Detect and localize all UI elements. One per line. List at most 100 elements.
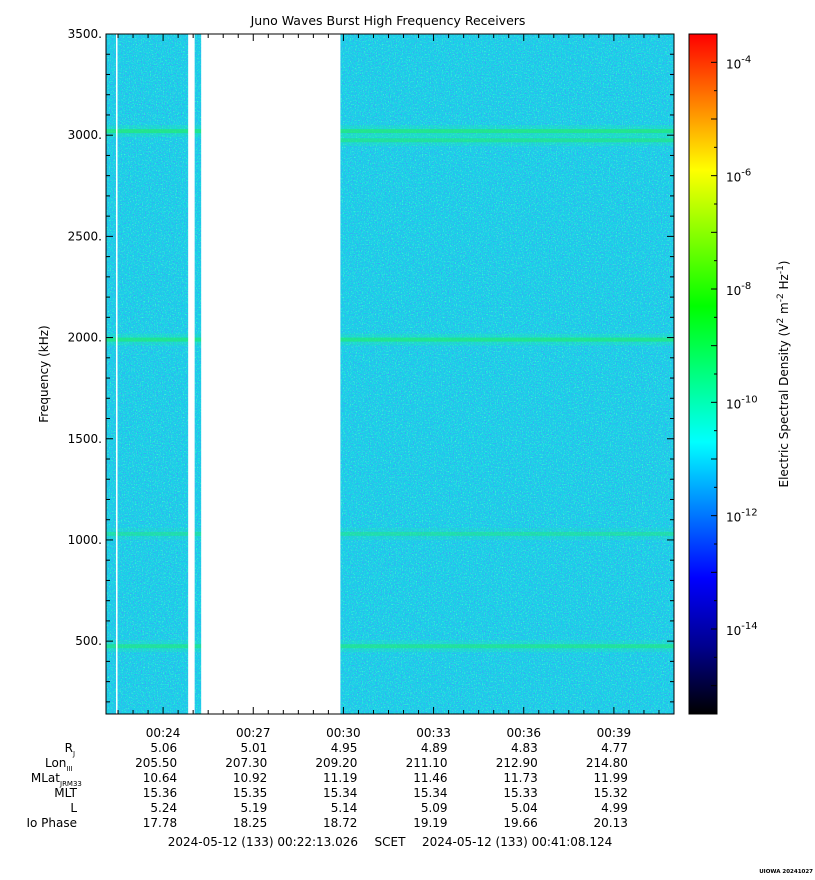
colorbar-label-main: Electric Spectral Density (V bbox=[777, 323, 791, 488]
ephemeris-value: 214.80 bbox=[586, 756, 628, 770]
colorbar-tick-exponent: -14 bbox=[741, 621, 757, 632]
ephemeris-value: 4.83 bbox=[511, 741, 538, 755]
y-tick-label: 3500. bbox=[68, 27, 102, 41]
time-range-scet: SCET bbox=[375, 835, 407, 849]
plot-area bbox=[106, 34, 674, 714]
ephemeris-value: 15.32 bbox=[594, 786, 628, 800]
ephemeris-value: 211.10 bbox=[406, 756, 448, 770]
ephemeris-value: 15.35 bbox=[233, 786, 267, 800]
x-tick-label: 00:24 bbox=[146, 726, 181, 740]
x-tick-label: 00:30 bbox=[326, 726, 361, 740]
ephemeris-table: R J 5.06 5.01 4.95 4.89 4.83 4.77 Lon III 205.50 20… bbox=[26, 741, 627, 830]
ephemeris-value: 18.72 bbox=[323, 816, 357, 830]
y-tick-label: 3000. bbox=[68, 128, 102, 142]
ephemeris-value: 15.34 bbox=[323, 786, 357, 800]
y-tick-label: 1000. bbox=[68, 533, 102, 547]
colorbar-tick-label: 10-10 bbox=[726, 394, 758, 411]
ephemeris-value: 11.19 bbox=[323, 771, 357, 785]
colorbar-tick-label: 10-4 bbox=[726, 54, 751, 71]
y-axis: 500. 1000. 1500. 2000. 2500. 3000. 3500. bbox=[68, 27, 674, 703]
colorbar-label-sup2: -2 bbox=[776, 293, 786, 302]
colorbar-tick-base: 10 bbox=[726, 511, 741, 525]
ephemeris-value: 10.64 bbox=[143, 771, 177, 785]
x-tick-label: 00:39 bbox=[597, 726, 632, 740]
plot-frame bbox=[105, 33, 675, 715]
colorbar-tick-exponent: -6 bbox=[741, 168, 751, 179]
ephemeris-value: 207.30 bbox=[225, 756, 267, 770]
ephemeris-value: 5.01 bbox=[241, 741, 268, 755]
colorbar-label-close: ) bbox=[777, 260, 791, 265]
ephemeris-value: 209.20 bbox=[315, 756, 357, 770]
ephemeris-value: 15.34 bbox=[413, 786, 447, 800]
colorbar-tick-label: 10-8 bbox=[726, 281, 751, 298]
data-gap-2 bbox=[201, 34, 341, 714]
ephemeris-value: 10.92 bbox=[233, 771, 267, 785]
time-range-start: 2024-05-12 (133) 00:22:13.026 bbox=[168, 835, 358, 849]
ephemeris-value: 5.19 bbox=[241, 801, 268, 815]
ephemeris-value: 4.99 bbox=[601, 801, 628, 815]
ephemeris-label: Io Phase bbox=[26, 816, 77, 830]
ephemeris-value: 20.13 bbox=[594, 816, 628, 830]
x-tick-label: 00:33 bbox=[416, 726, 451, 740]
ephemeris-value: 5.14 bbox=[331, 801, 358, 815]
y-tick-label: 500. bbox=[75, 634, 102, 648]
ephemeris-label-sub: JRM33 bbox=[59, 780, 82, 788]
ephemeris-value: 18.25 bbox=[233, 816, 267, 830]
ephemeris-value: 5.24 bbox=[150, 801, 177, 815]
footer-tag: UIOWA 20241027 bbox=[759, 869, 813, 875]
colorbar-tick-base: 10 bbox=[726, 284, 741, 298]
colorbar-tick-exponent: -8 bbox=[741, 281, 751, 292]
ephemeris-value: 19.66 bbox=[503, 816, 537, 830]
band-core-3 bbox=[106, 531, 674, 536]
spectrogram-noise-green bbox=[106, 34, 674, 714]
ephemeris-label: MLat bbox=[31, 771, 60, 785]
ephemeris-value: 17.78 bbox=[143, 816, 177, 830]
ephemeris-value: 4.95 bbox=[331, 741, 358, 755]
band-core-2 bbox=[106, 337, 674, 342]
band-core-0 bbox=[106, 129, 674, 134]
colorbar-tick-exponent: -12 bbox=[741, 508, 757, 519]
data-gap-1 bbox=[188, 34, 195, 714]
colorbar-label: Electric Spectral Density (V2 m-2 Hz-1) bbox=[776, 260, 791, 487]
data-gaps bbox=[116, 34, 341, 714]
colorbar-tick-exponent: -4 bbox=[741, 54, 751, 65]
y-axis-label: Frequency (kHz) bbox=[37, 325, 51, 422]
ephemeris-value: 11.99 bbox=[594, 771, 628, 785]
ephemeris-value: 212.90 bbox=[496, 756, 538, 770]
colorbar-label-mid: m bbox=[777, 302, 791, 318]
ephemeris-label-sub: III bbox=[66, 765, 72, 773]
ephemeris-value: 11.73 bbox=[503, 771, 537, 785]
ephemeris-value: 5.04 bbox=[511, 801, 538, 815]
band-core-4 bbox=[106, 644, 674, 649]
ephemeris-value: 5.06 bbox=[150, 741, 177, 755]
ephemeris-value: 4.89 bbox=[421, 741, 448, 755]
ephemeris-label: R bbox=[65, 741, 73, 755]
colorbar-label-end: Hz bbox=[777, 274, 791, 293]
colorbar-label-sup1: 2 bbox=[776, 318, 786, 324]
colorbar-label-sup3: -1 bbox=[776, 265, 786, 274]
ephemeris-value: 5.09 bbox=[421, 801, 448, 815]
x-tick-label: 00:27 bbox=[236, 726, 271, 740]
ephemeris-value: 15.33 bbox=[503, 786, 537, 800]
ephemeris-value: 11.46 bbox=[413, 771, 447, 785]
y-tick-label: 2000. bbox=[68, 331, 102, 345]
colorbar bbox=[688, 33, 718, 715]
colorbar-tick-label: 10-14 bbox=[726, 621, 758, 638]
x-tick-label: 00:36 bbox=[506, 726, 541, 740]
ephemeris-value: 15.36 bbox=[143, 786, 177, 800]
colorbar-tick-exponent: -10 bbox=[741, 394, 757, 405]
colorbar-tick-label: 10-12 bbox=[726, 508, 758, 525]
ephemeris-value: 19.19 bbox=[413, 816, 447, 830]
colorbar-tick-base: 10 bbox=[726, 171, 741, 185]
time-range-end: 2024-05-12 (133) 00:41:08.124 bbox=[422, 835, 612, 849]
colorbar-tick-base: 10 bbox=[726, 57, 741, 71]
ephemeris-label: Lon bbox=[45, 756, 66, 770]
band-core-1 bbox=[340, 138, 674, 143]
ephemeris-value: 4.77 bbox=[601, 741, 628, 755]
x-axis: 00:24 00:27 00:30 00:33 00:36 00:39 bbox=[117, 34, 675, 740]
ephemeris-label: MLT bbox=[54, 786, 77, 800]
y-tick-label: 2500. bbox=[68, 229, 102, 243]
colorbar-tick-base: 10 bbox=[726, 397, 741, 411]
